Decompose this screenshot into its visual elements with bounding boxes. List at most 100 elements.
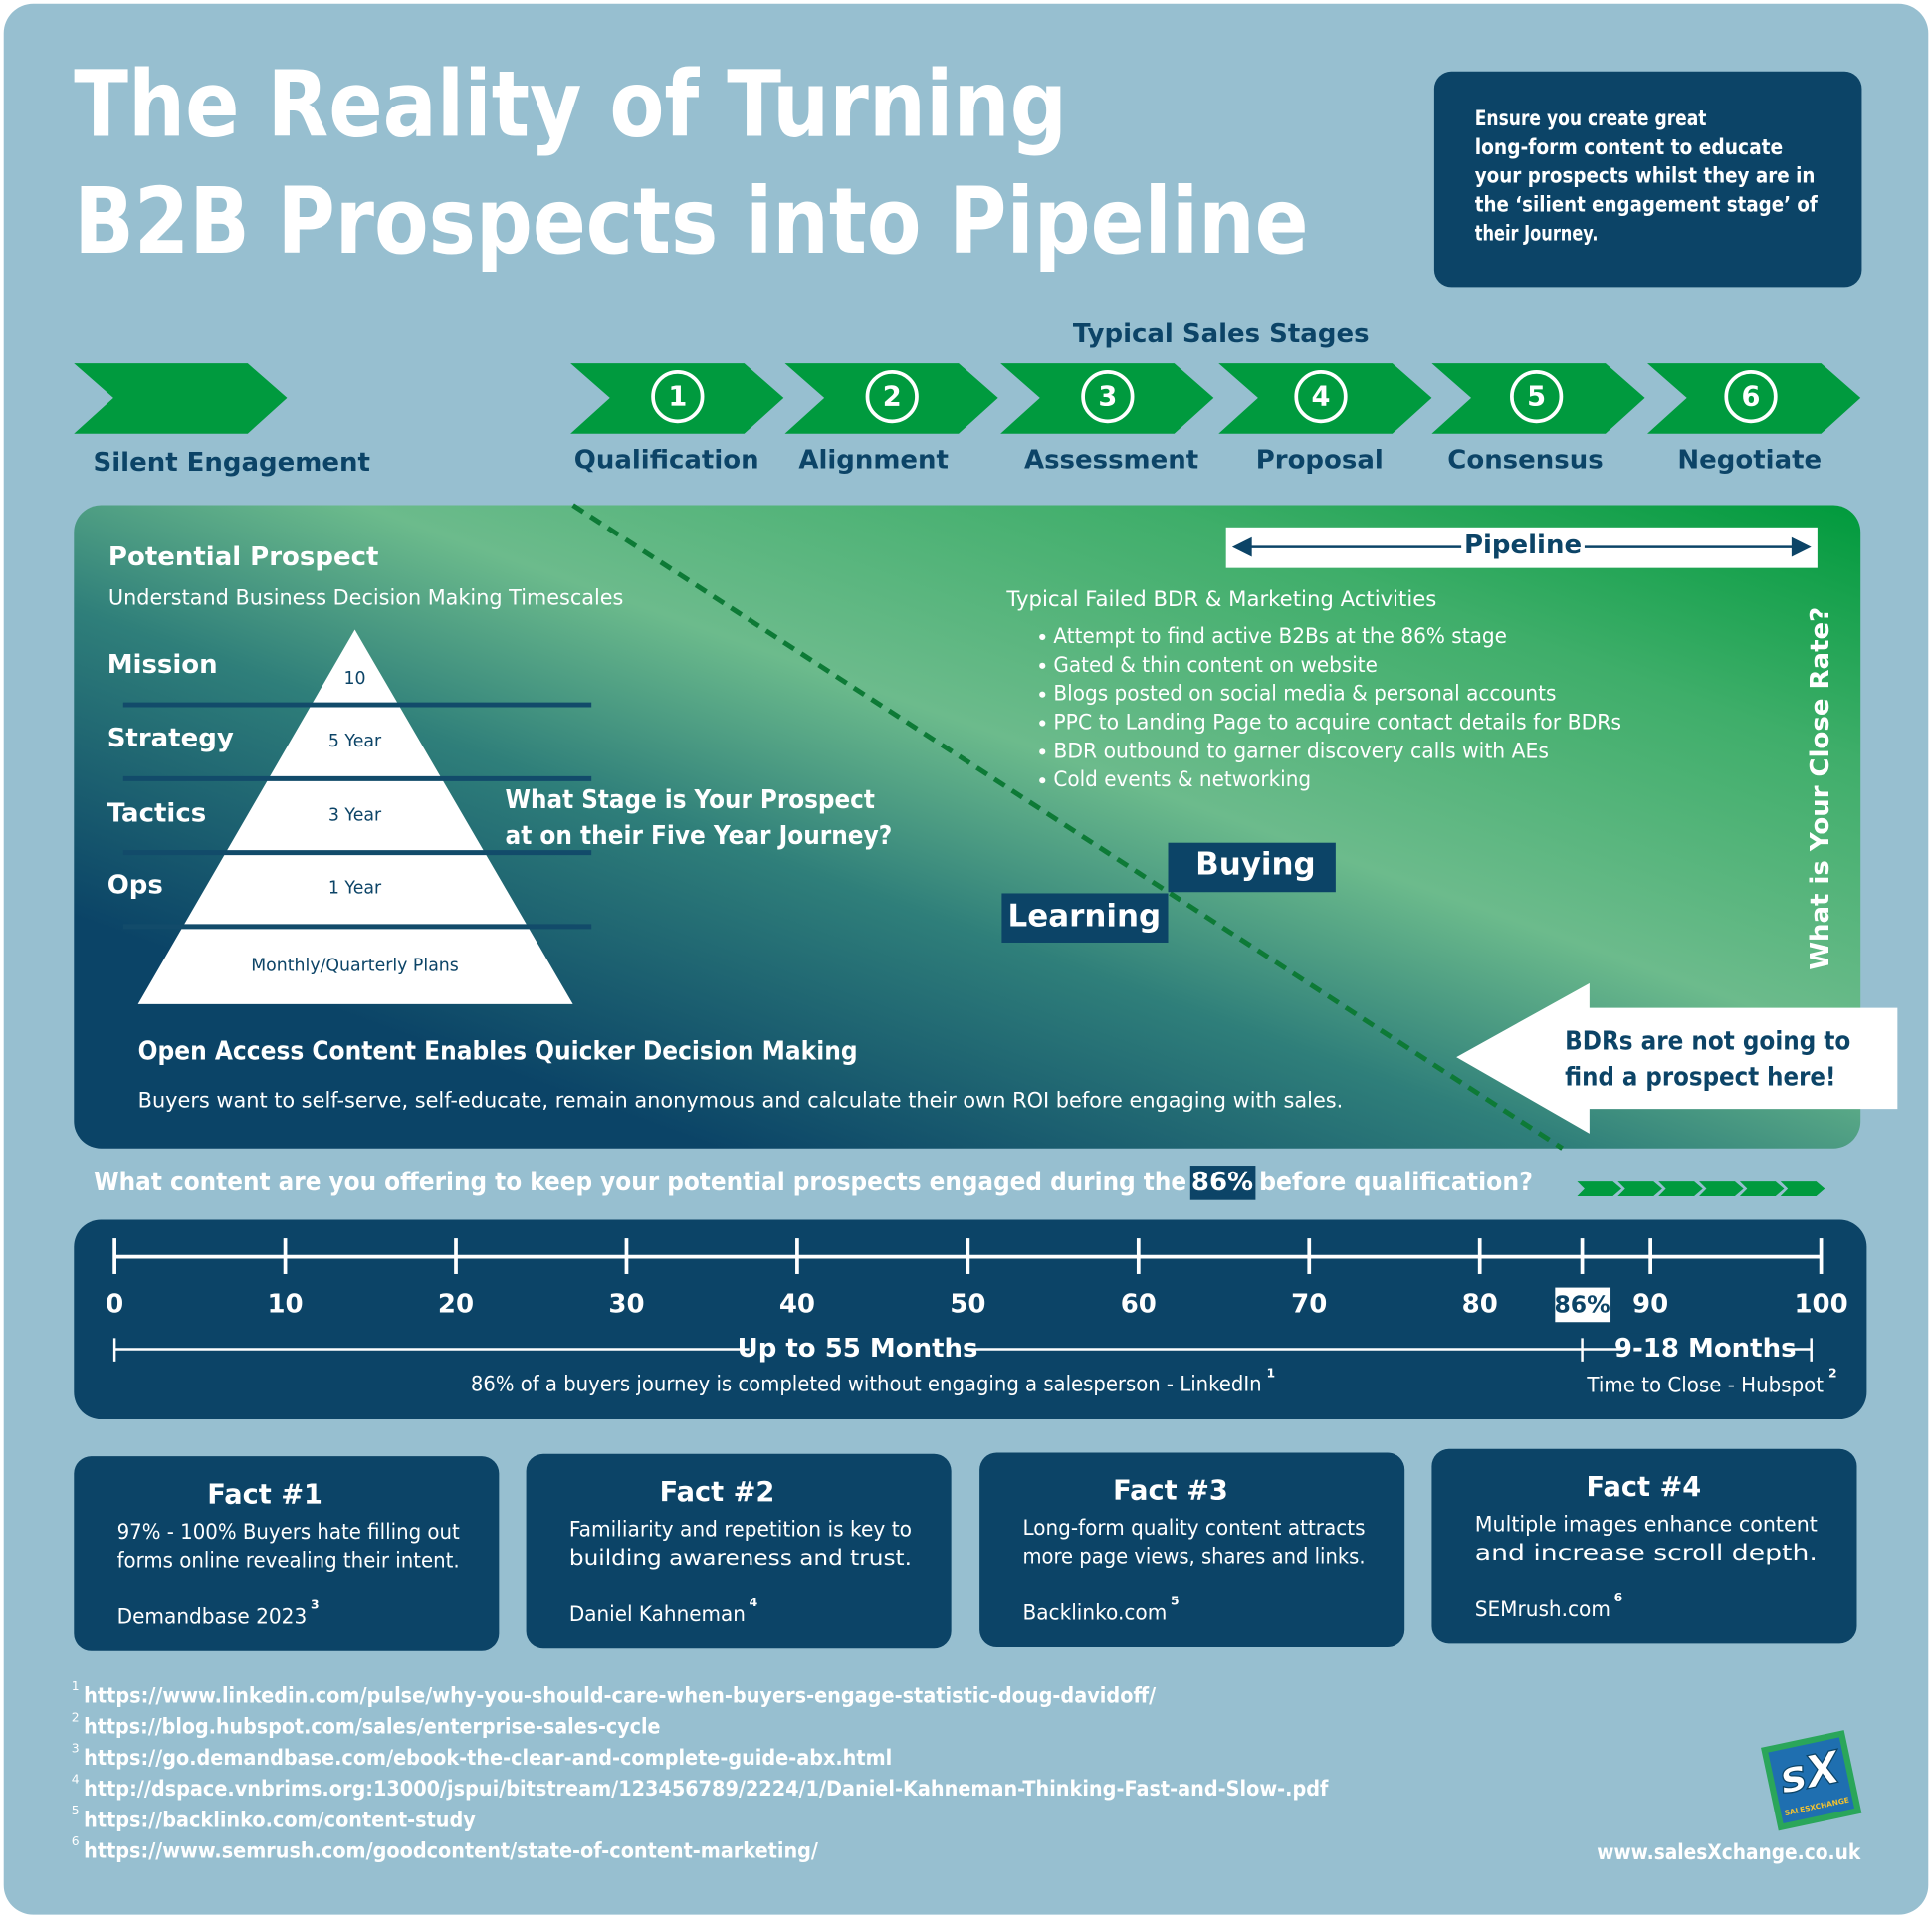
footnote-ref: 2 (72, 1710, 80, 1724)
marker-label-bg (1555, 1287, 1611, 1323)
ref-sup: 3 (311, 1598, 320, 1611)
prospect-subtitle: Understand Business Decision Making Time… (108, 585, 623, 610)
tick-label: 70 (1291, 1289, 1327, 1319)
span-caption: 86% of a buyers journey is completed wit… (471, 1371, 1262, 1395)
tick-label: 80 (1462, 1289, 1498, 1319)
footnote-url: https://go.demandbase.com/ebook-the-clea… (84, 1745, 892, 1770)
tick-label: 0 (106, 1289, 123, 1319)
fact-text: 97% - 100% Buyers hate filling out (117, 1519, 460, 1544)
bdr-line: find a prospect here! (1565, 1063, 1835, 1093)
logo-text: sX (1775, 1741, 1847, 1805)
footnote-ref: 6 (72, 1834, 80, 1848)
learning-label: Learning (1008, 899, 1162, 935)
footnote-url: https://backlinko.com/content-study (84, 1807, 476, 1831)
bdr-arrow (1456, 982, 1898, 1134)
stage-chevron (1218, 363, 1432, 434)
tick-label: 100 (1794, 1289, 1847, 1319)
marker-label: 86% (1554, 1291, 1610, 1319)
fact-box (74, 1456, 500, 1651)
bullet (1039, 691, 1046, 698)
close-rate: What is Your Close Rate? (1806, 607, 1835, 970)
stage-label: Negotiate (1677, 445, 1822, 475)
tick-label: 20 (438, 1289, 474, 1319)
stage-label: Silent Engagement (94, 448, 370, 478)
pyramid-level: Tactics (107, 799, 207, 829)
stage-label: Alignment (798, 445, 949, 475)
span-label-bg (1621, 1333, 1790, 1366)
footnote-ref: 1 (72, 1679, 80, 1693)
footnote-ref: 4 (72, 1773, 80, 1787)
question-highlight-text: 86% (1191, 1168, 1253, 1197)
progress-arrow (1780, 1181, 1825, 1196)
footnote-url: https://blog.hubspot.com/sales/enterpris… (84, 1714, 660, 1739)
stage-chevron (1647, 363, 1861, 434)
activity: Cold events & networking (1053, 766, 1311, 791)
fact-source: Daniel Kahneman (569, 1601, 746, 1626)
question-text: What content are you offering to keep yo… (94, 1168, 1186, 1197)
callout-line: your prospects whilst they are in (1475, 164, 1816, 189)
footnote-ref: 5 (72, 1804, 80, 1817)
bullet (1039, 662, 1046, 669)
fact-source: Demandbase 2023 (117, 1603, 308, 1628)
open-text: Buyers want to self-serve, self-educate,… (138, 1088, 1344, 1113)
pyramid-level: Mission (107, 650, 218, 680)
pyramid-level: Strategy (107, 724, 234, 753)
stage-number: 5 (1527, 381, 1546, 412)
stage-label: Assessment (1024, 445, 1198, 475)
logo-badge (1761, 1730, 1862, 1831)
progress-arrow (1699, 1181, 1744, 1196)
stage-circle (1510, 369, 1564, 424)
ref-sup: 1 (1267, 1367, 1276, 1381)
activity: PPC to Landing Page to acquire contact d… (1053, 710, 1621, 735)
tick-label: 30 (608, 1289, 644, 1319)
tick-label: 90 (1632, 1289, 1668, 1319)
tick-label: 50 (950, 1289, 985, 1319)
callout-line: the ‘silient engagement stage’ of (1475, 193, 1819, 218)
pipeline-arrowhead (1791, 536, 1812, 557)
pyramid-horizon: 1 Year (328, 879, 382, 899)
stage-circle (651, 369, 705, 424)
span-label: Up to 55 Months (738, 1334, 978, 1364)
fact-source: SEMrush.com (1475, 1597, 1610, 1621)
callout-line: long-form content to educate (1475, 135, 1783, 160)
learning-box (1001, 893, 1169, 943)
stage-question: at on their Five Year Journey? (506, 821, 893, 851)
fact-title: Fact #1 (207, 1479, 322, 1510)
stage-circle (865, 369, 919, 424)
stage-chevron (784, 363, 998, 434)
callout-box (1433, 71, 1862, 288)
fact-text: building awareness and trust. (569, 1545, 912, 1570)
pipeline-arrowhead (1231, 536, 1252, 557)
stage-question: What Stage is Your Prospect (506, 785, 875, 815)
stage-label: Consensus (1447, 445, 1603, 475)
bullet (1039, 748, 1046, 755)
span-caption: Time to Close - Hubspot (1586, 1373, 1824, 1397)
pipeline-label: Pipeline (1464, 531, 1582, 560)
fact-text: forms online revealing their intent. (117, 1547, 460, 1572)
stage-circle (1081, 369, 1135, 424)
bullet (1039, 777, 1046, 784)
tick-label: 60 (1121, 1289, 1157, 1319)
ref-sup: 4 (750, 1596, 758, 1609)
callout-line: their Journey. (1475, 221, 1599, 246)
title-line: The Reality of Turning (74, 51, 1067, 157)
footnote-url: http://dspace.vnbrims.org:13000/jspui/bi… (84, 1776, 1329, 1801)
stage-circle (1294, 369, 1348, 424)
pyramid-level: Ops (107, 871, 163, 901)
pyramid-base: Monthly/Quarterly Plans (251, 956, 459, 975)
progress-arrows (1577, 1181, 1825, 1196)
fact-title: Fact #3 (1113, 1476, 1228, 1507)
callout-line: Ensure you create great (1475, 107, 1707, 131)
fact-text: and increase scroll depth. (1475, 1540, 1818, 1565)
footnote-ref: 3 (72, 1742, 80, 1756)
stage-number: 2 (883, 381, 902, 412)
title-line: B2B Prospects into Pipeline (74, 168, 1308, 275)
fact-text: Long-form quality content attracts (1022, 1515, 1365, 1540)
activity: Attempt to find active B2Bs at the 86% s… (1053, 623, 1507, 648)
footnote-url: https://www.linkedin.com/pulse/why-you-s… (84, 1683, 1156, 1708)
bullet (1039, 633, 1046, 641)
stage-circle (1724, 369, 1778, 424)
stages-heading: Typical Sales Stages (1073, 320, 1370, 349)
activity: BDR outbound to garner discovery calls w… (1053, 738, 1549, 762)
